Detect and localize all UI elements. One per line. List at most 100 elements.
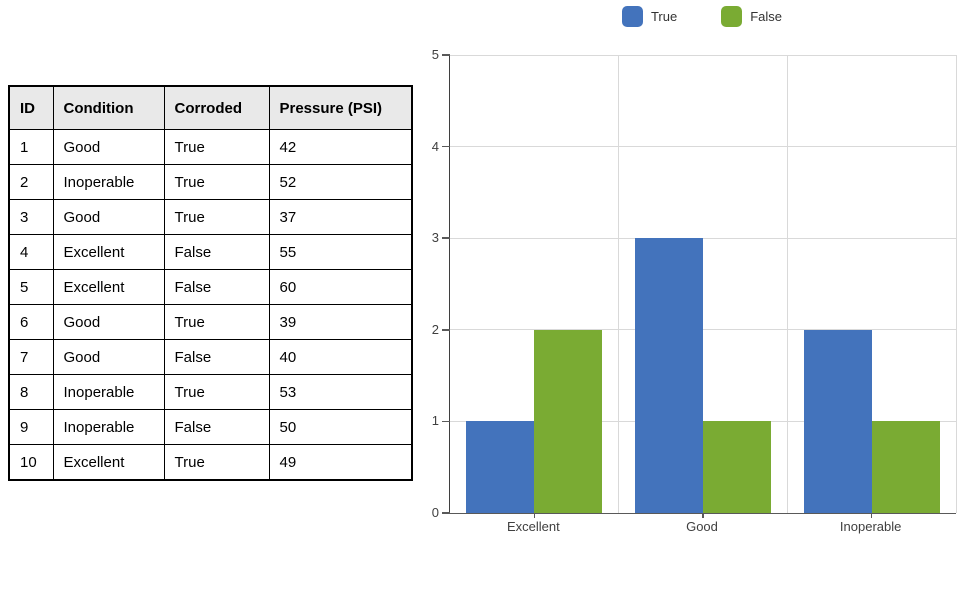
gridline-horizontal (450, 146, 956, 148)
table-cell: True (163, 304, 270, 340)
y-axis-tick (442, 237, 450, 239)
y-axis-tick-label: 3 (431, 230, 439, 246)
table-row: 6 Good True 39 (8, 304, 413, 340)
table-cell: 39 (268, 304, 413, 340)
table-cell: 3 (8, 199, 54, 235)
table-cell: Excellent (52, 234, 165, 270)
table-row: 3 Good True 37 (8, 199, 413, 235)
x-axis-tick (870, 513, 873, 518)
table-cell: Good (52, 199, 165, 235)
legend-swatch-icon (721, 5, 743, 27)
legend-item-true: True (621, 5, 678, 27)
y-axis-tick-label: 1 (431, 413, 439, 429)
table-row: 8 Inoperable True 53 (8, 374, 413, 410)
bar-good-true (635, 238, 703, 513)
table-cell: 37 (268, 199, 413, 235)
table-cell: Excellent (52, 444, 165, 481)
y-axis-tick (442, 512, 450, 514)
y-axis-tick (442, 420, 450, 423)
table-row: 4 Excellent False 55 (8, 234, 413, 270)
table-cell: Good (52, 339, 165, 375)
table-cell: True (163, 374, 270, 410)
table-cell: 9 (8, 409, 54, 445)
pipes-data-table: ID Condition Corroded Pressure (PSI) 1 Good T… (8, 85, 413, 481)
y-axis-tick-label: 2 (431, 321, 439, 337)
bar-good-false (703, 421, 771, 513)
table-cell: 49 (268, 444, 413, 481)
table-cell: Inoperable (52, 164, 165, 200)
column-header-id: ID (8, 85, 54, 130)
x-axis-category-label: Excellent (506, 519, 560, 534)
gridline-horizontal (450, 54, 956, 56)
table-cell: 10 (8, 444, 54, 481)
table-cell: 6 (8, 304, 54, 340)
legend-label: False (750, 8, 783, 24)
table-cell: True (163, 164, 270, 200)
table-cell: False (163, 234, 270, 270)
table-cell: False (163, 269, 270, 305)
bar-inoperable-false (871, 421, 940, 513)
bar-excellent-false (534, 329, 603, 513)
table-row: 7 Good False 40 (8, 339, 413, 375)
x-axis-tick (533, 513, 536, 518)
table-cell: Inoperable (52, 409, 165, 445)
column-header-condition: Condition (52, 85, 165, 130)
table-cell: 4 (8, 234, 54, 270)
bar-inoperable-true (803, 329, 872, 513)
table-cell: 5 (8, 269, 54, 305)
table-cell: True (163, 129, 270, 165)
table-cell: Inoperable (52, 374, 165, 410)
corroded-by-condition-bar-chart: True False 0 1 2 3 4 5 Excellent Good Inoperable (405, 0, 967, 540)
gridline-horizontal (450, 329, 956, 331)
table-header-row: ID Condition Corroded Pressure (PSI) (8, 85, 413, 130)
table-cell: 42 (268, 129, 413, 165)
gridline-vertical (618, 55, 620, 513)
slide-canvas: ID Condition Corroded Pressure (PSI) 1 Good T… (8, 0, 967, 540)
y-axis-tick (442, 54, 450, 56)
bar-excellent-true (466, 421, 535, 513)
y-axis-tick-label: 0 (431, 505, 439, 520)
x-axis-category-label: Inoperable (839, 519, 902, 534)
table-cell: 40 (268, 339, 413, 375)
chart-legend: True False (449, 3, 955, 29)
table-cell: Good (52, 129, 165, 165)
table-cell: 1 (8, 129, 54, 165)
table-header-row: ID Condition Corroded Pressure (PSI) (8, 85, 413, 130)
table-cell: 8 (8, 374, 54, 410)
x-axis-tick (702, 513, 704, 518)
table-cell: True (163, 199, 270, 235)
y-axis-tick (442, 329, 450, 331)
table-cell: 55 (268, 234, 413, 270)
table-cell: 60 (268, 269, 413, 305)
gridline-vertical (955, 55, 957, 513)
y-axis-tick-label: 5 (431, 47, 439, 62)
table-row: 10 Excellent True 49 (8, 444, 413, 481)
legend-swatch-icon (621, 5, 643, 27)
table-row: 2 Inoperable True 52 (8, 164, 413, 200)
y-axis-tick-label: 4 (431, 138, 439, 154)
gridline-vertical (786, 55, 788, 513)
x-axis-category-label: Good (686, 519, 718, 534)
chart-plot-area (442, 54, 957, 518)
table-cell: 52 (268, 164, 413, 200)
table-row: 1 Good True 42 (8, 129, 413, 165)
legend-label: True (650, 8, 678, 24)
chart-x-axis-labels: Excellent Good Inoperable (449, 55, 955, 595)
legend-item-false: False (721, 5, 783, 27)
table-cell: False (163, 339, 270, 375)
column-header-corroded: Corroded (163, 85, 270, 130)
table-cell: Good (52, 304, 165, 340)
gridline-horizontal (450, 237, 956, 239)
table-body: 1 Good True 42 2 Inoperable True 52 3 Good True 37 4… (8, 129, 413, 481)
table-row: 9 Inoperable False 50 (8, 409, 413, 445)
table-cell: True (163, 444, 270, 481)
y-axis-tick (442, 145, 450, 148)
table-cell: 53 (268, 374, 413, 410)
table-row: 5 Excellent False 60 (8, 269, 413, 305)
table-cell: Excellent (52, 269, 165, 305)
table-cell: 7 (8, 339, 54, 375)
column-header-pressure-psi: Pressure (PSI) (268, 85, 413, 130)
table-cell: False (163, 409, 270, 445)
table-cell: 2 (8, 164, 54, 200)
table-cell: 50 (268, 409, 413, 445)
